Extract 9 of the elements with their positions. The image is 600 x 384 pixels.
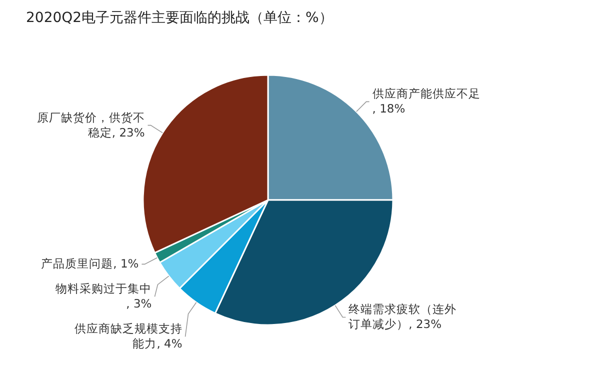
data-label: , 3% <box>126 296 152 311</box>
chart-title: 2020Q2电子元器件主要面临的挑战（单位：%） <box>26 10 333 26</box>
slice-label: 产品质里问题, 1% <box>41 256 139 271</box>
slice-label: 终端需求疲软（连外订单减少）, 23% <box>348 302 457 332</box>
data-label: , 18% <box>372 102 406 116</box>
slice-label: 供应商缺乏规模支持能力, 4% <box>74 322 182 351</box>
slice-label: 供应商产能供应不足 <box>372 86 480 101</box>
slice-label: 物料采购过于集中 <box>56 282 152 296</box>
slice-label: 原厂缺货价，供货不稳定, 23% <box>36 110 145 140</box>
